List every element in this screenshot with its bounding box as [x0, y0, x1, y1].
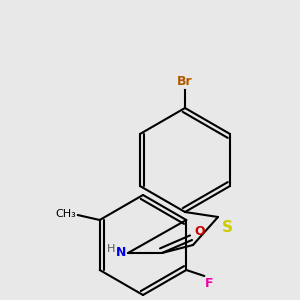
Text: F: F	[205, 277, 214, 290]
Text: O: O	[194, 225, 205, 238]
Text: Br: Br	[177, 75, 193, 88]
Text: N: N	[116, 247, 126, 260]
Text: CH₃: CH₃	[55, 209, 76, 219]
Text: H: H	[106, 244, 115, 254]
Text: S: S	[222, 220, 233, 235]
